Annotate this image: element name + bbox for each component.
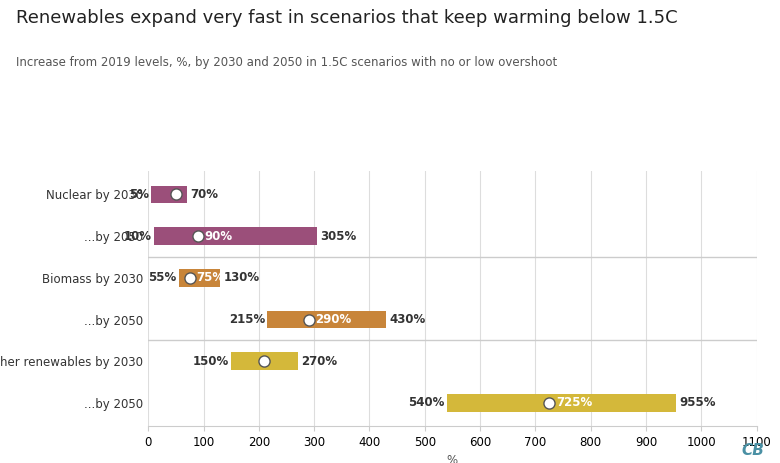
Text: 725%: 725% xyxy=(556,396,592,409)
Text: 150%: 150% xyxy=(193,355,229,368)
Text: 270%: 270% xyxy=(301,355,337,368)
Text: Renewables expand very fast in scenarios that keep warming below 1.5C: Renewables expand very fast in scenarios… xyxy=(16,9,677,27)
Text: 75%: 75% xyxy=(197,271,225,284)
Text: 215%: 215% xyxy=(229,313,265,326)
Text: 540%: 540% xyxy=(408,396,445,409)
Text: 5%: 5% xyxy=(129,188,149,201)
Bar xyxy=(231,352,297,370)
Bar xyxy=(154,227,317,245)
Text: Increase from 2019 levels, %, by 2030 and 2050 in 1.5C scenarios with no or low : Increase from 2019 levels, %, by 2030 an… xyxy=(16,56,557,69)
Bar xyxy=(447,394,676,412)
Text: CB: CB xyxy=(742,444,764,458)
Text: 430%: 430% xyxy=(389,313,426,326)
Text: 10%: 10% xyxy=(123,230,151,243)
Text: 290%: 290% xyxy=(315,313,352,326)
Text: 90%: 90% xyxy=(204,230,232,243)
Bar xyxy=(267,311,386,328)
Bar xyxy=(151,186,187,203)
Text: 305%: 305% xyxy=(321,230,356,243)
Text: 55%: 55% xyxy=(148,271,176,284)
Text: 130%: 130% xyxy=(223,271,260,284)
Bar xyxy=(179,269,220,287)
Text: 955%: 955% xyxy=(679,396,716,409)
X-axis label: %: % xyxy=(447,454,458,463)
Text: 70%: 70% xyxy=(190,188,218,201)
